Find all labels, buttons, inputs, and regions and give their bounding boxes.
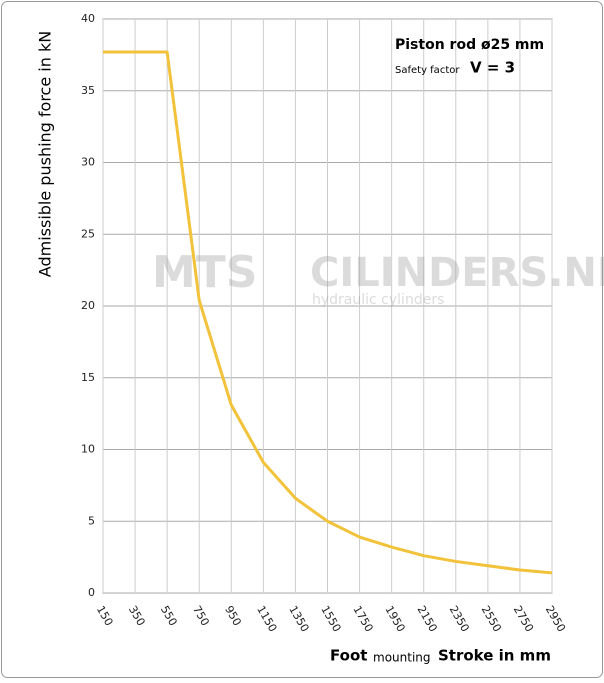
watermark-text: MTS (152, 247, 258, 298)
y-tick-label: 35 (81, 84, 95, 97)
annotation: V = 3 (470, 59, 515, 77)
y-tick-label: 15 (81, 371, 95, 384)
x-axis-label: Stroke in mm (438, 647, 551, 665)
y-tick-label: 20 (81, 299, 95, 312)
y-tick-label: 5 (88, 514, 95, 527)
data-line (103, 50, 553, 575)
annotation: Safety factor (395, 65, 460, 76)
y-tick-label: 25 (81, 227, 95, 240)
annotation: Piston rod ø25 mm (395, 37, 544, 53)
x-axis-label: Foot (330, 647, 367, 665)
x-axis-label: mounting (373, 651, 431, 665)
watermark-text: CILINDERS.NL (310, 250, 604, 296)
y-axis-label: Admissible pushing force in kN (36, 31, 55, 277)
watermark-text: hydraulic cylinders (312, 292, 444, 308)
y-tick-label: 40 (81, 12, 95, 25)
y-tick-label: 30 (81, 156, 95, 169)
y-tick-label: 10 (81, 443, 95, 456)
y-tick-label: 0 (88, 586, 95, 599)
watermark: MTS CILINDERS.NL hydraulic cylinders (152, 247, 604, 308)
